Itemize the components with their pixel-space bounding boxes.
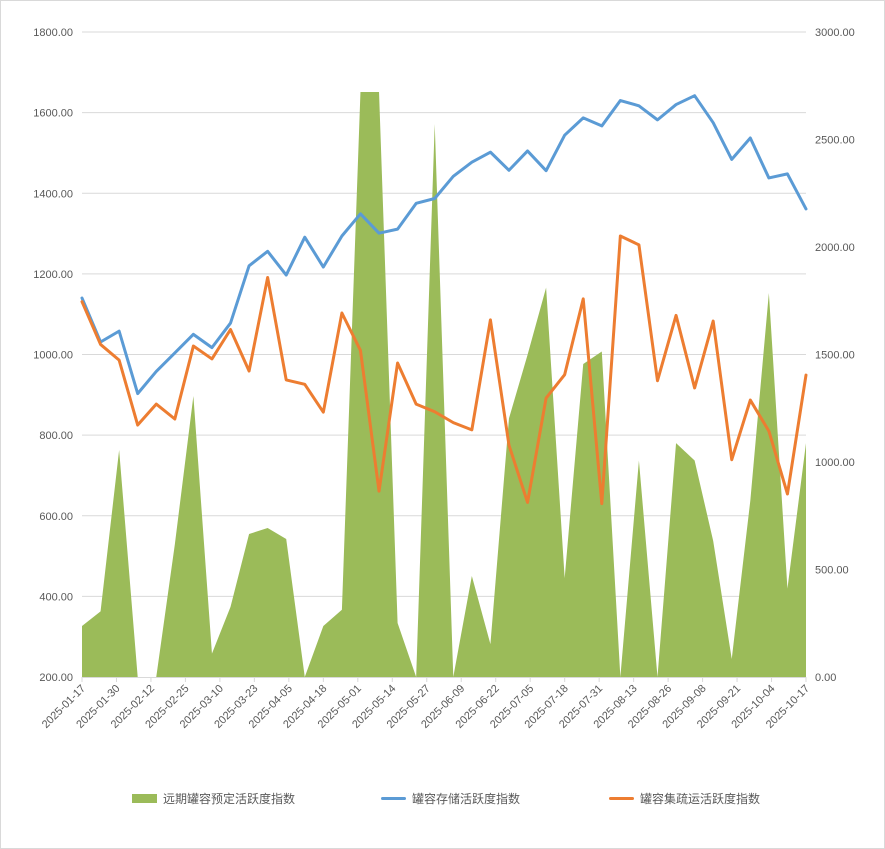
y-right-tick-label: 500.00 bbox=[815, 565, 849, 577]
y-left-tick-label: 1800.00 bbox=[33, 27, 73, 39]
y-left-tick-label: 1400.00 bbox=[33, 188, 73, 200]
legend-item-transport: 罐容集疏运活跃度指数 bbox=[609, 790, 760, 807]
line-series-transport bbox=[80, 234, 808, 506]
legend-swatch-area bbox=[132, 794, 157, 803]
legend-item-booking: 远期罐容预定活跃度指数 bbox=[132, 790, 295, 807]
y-left-tick-label: 1200.00 bbox=[33, 269, 73, 281]
legend: 远期罐容预定活跃度指数 罐容存储活跃度指数 罐容集疏运活跃度指数 bbox=[0, 790, 885, 810]
line-series bbox=[80, 94, 808, 506]
legend-item-storage: 罐容存储活跃度指数 bbox=[381, 790, 520, 807]
y-right-tick-label: 3000.00 bbox=[815, 27, 855, 39]
y-left-tick-label: 800.00 bbox=[39, 430, 73, 442]
y-right-tick-label: 2500.00 bbox=[815, 135, 855, 147]
y-left-tick-label: 1600.00 bbox=[33, 108, 73, 120]
y-left-tick-label: 400.00 bbox=[39, 591, 73, 603]
y-right-tick-label: 0.00 bbox=[815, 672, 836, 684]
y-right-tick-label: 2000.00 bbox=[815, 242, 855, 254]
y-right-tick-label: 1000.00 bbox=[815, 457, 855, 469]
line-series-storage bbox=[80, 94, 808, 396]
area-series-booking bbox=[82, 91, 806, 678]
legend-label: 罐容集疏运活跃度指数 bbox=[640, 792, 761, 806]
area-series bbox=[82, 91, 806, 678]
y-left-tick-label: 200.00 bbox=[39, 672, 73, 684]
legend-label: 远期罐容预定活跃度指数 bbox=[163, 792, 296, 806]
y-left-tick-label: 1000.00 bbox=[33, 350, 73, 362]
y-right-tick-label: 1500.00 bbox=[815, 350, 855, 362]
legend-swatch-line bbox=[381, 797, 406, 800]
legend-label: 罐容存储活跃度指数 bbox=[412, 792, 521, 806]
legend-swatch-line bbox=[609, 797, 634, 800]
y-left-tick-label: 600.00 bbox=[39, 511, 73, 523]
